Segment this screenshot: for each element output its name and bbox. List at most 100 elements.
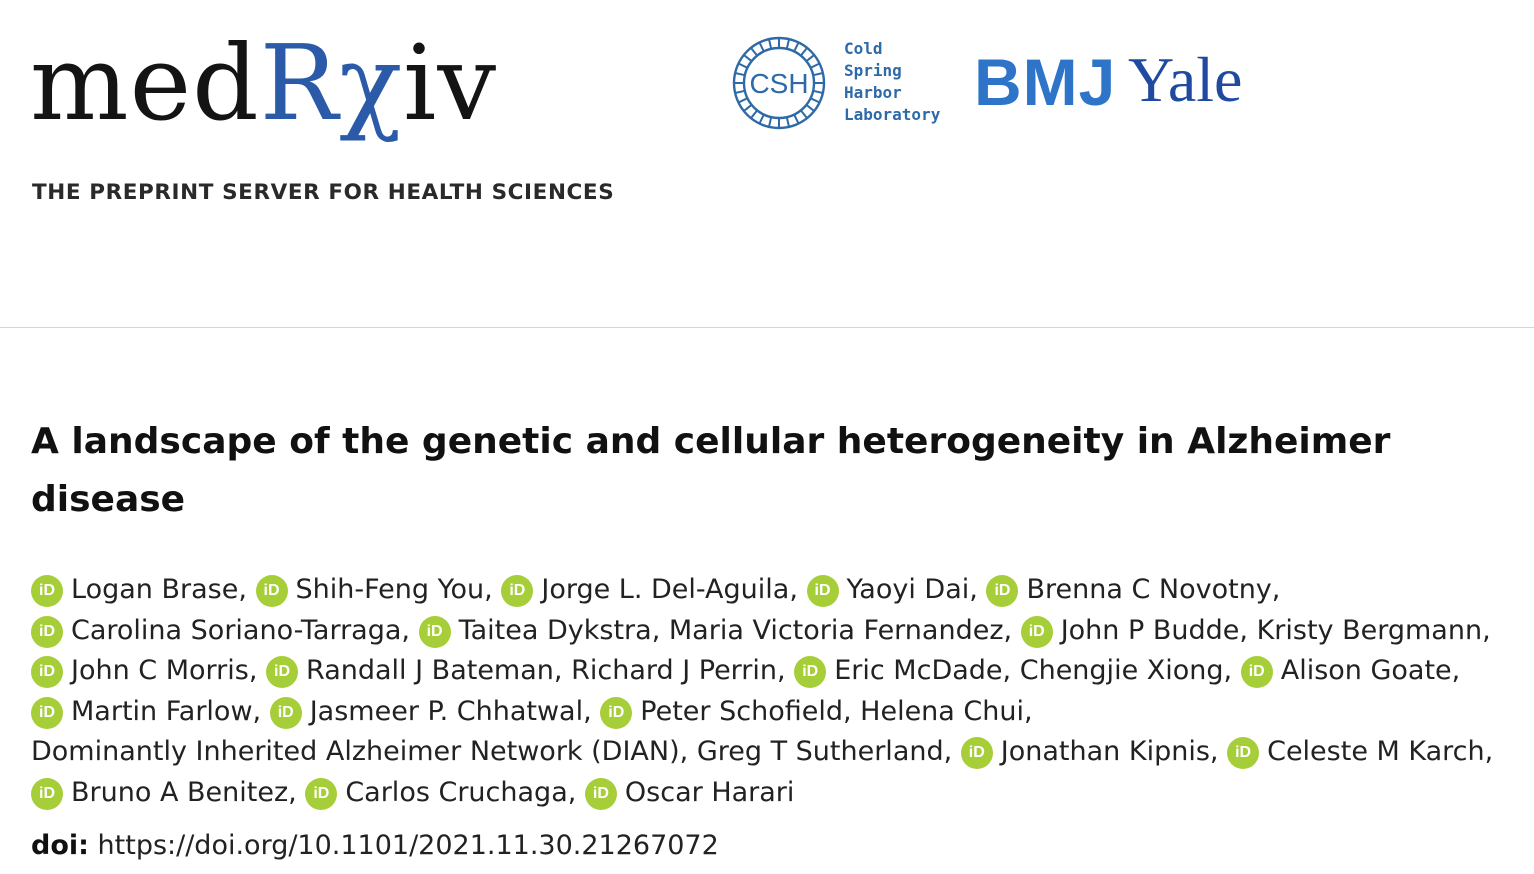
orcid-icon[interactable]: iD [960, 737, 993, 769]
orcid-icon[interactable]: iD [31, 656, 63, 688]
author-name-link[interactable]: Maria Victoria Fernandez [668, 614, 1004, 646]
author-name-link[interactable]: Carolina Soriano-Tarraga [71, 614, 402, 646]
helix-rung [812, 89, 824, 94]
author-item: iD Shih-Feng You, [255, 574, 493, 607]
orcid-icon[interactable]: iD [501, 575, 534, 607]
author-item: iD Bruno A Benitez, [31, 776, 297, 810]
helix-rung [785, 116, 790, 128]
author-item: iD Jasmeer P. Chhatwal, [269, 695, 592, 729]
helix-rung [793, 114, 800, 124]
helix-rung [743, 54, 753, 62]
author-item: Richard J Perrin, [571, 655, 786, 686]
wordmark-med: med [30, 22, 260, 144]
author-name-link[interactable]: Randall J Bateman [306, 655, 554, 686]
helix-rung [805, 104, 815, 112]
orcid-icon[interactable]: iD [418, 615, 451, 648]
author-item: iD Brenna C Novotny, [986, 574, 1280, 607]
author-name-link[interactable]: Shih-Feng You [295, 574, 485, 605]
medrxiv-wordmark[interactable]: medRχiv [30, 18, 497, 148]
author-name-link[interactable]: Peter Schofield [640, 695, 843, 727]
header-divider [0, 327, 1534, 328]
orcid-icon[interactable]: iD [305, 777, 338, 810]
author-item: iD Carlos Cruchaga, [305, 776, 576, 810]
author-name-link[interactable]: Eric McDade [834, 655, 1003, 686]
author-name-link[interactable]: Helena Chui [860, 695, 1025, 727]
author-item: Dominantly Inherited Alzheimer Network (… [31, 736, 689, 767]
csh-name[interactable]: Cold Spring Harbor Laboratory [844, 39, 941, 124]
author-name-link[interactable]: Martin Farlow [71, 695, 253, 727]
orcid-icon[interactable]: iD [794, 656, 827, 688]
orcid-icon[interactable]: iD [584, 777, 617, 810]
yale-logo[interactable]: Yale [1128, 44, 1243, 115]
logo-tagline: THE PREPRINT SERVER FOR HEALTH SCIENCES [32, 180, 615, 205]
orcid-icon[interactable]: iD [600, 696, 633, 729]
author-item: iD Celeste M Karch, [1227, 736, 1493, 769]
helix-rung [758, 42, 765, 52]
author-item: iD Carolina Soriano-Tarraga, [31, 614, 410, 648]
medrxiv-logo[interactable]: medRχiv THE PREPRINT SERVER FOR HEALTH S… [30, 18, 630, 205]
helix-rung [800, 109, 808, 119]
csh-helix-icon[interactable]: CSH [726, 30, 838, 136]
author-item: Chengjie Xiong, [1019, 655, 1233, 686]
helix-rung [800, 47, 808, 57]
helix-rung [812, 72, 824, 77]
author-item: Kristy Bergmann, [1256, 614, 1491, 646]
author-name-link[interactable]: John C Morris [71, 655, 249, 686]
author-item: iD John C Morris, [31, 655, 257, 688]
wordmark-iv: iv [403, 22, 498, 144]
author-name-link[interactable]: Chengjie Xiong [1019, 655, 1224, 686]
author-item: iD Oscar Harari [584, 776, 795, 810]
orcid-icon[interactable]: iD [31, 777, 63, 810]
helix-rung [738, 97, 748, 104]
orcid-icon[interactable]: iD [986, 575, 1019, 607]
author-item: iD Peter Schofield, [600, 695, 852, 729]
author-name-link[interactable]: Richard J Perrin [571, 655, 778, 686]
author-name-link[interactable]: Jasmeer P. Chhatwal [309, 695, 584, 727]
doi-link[interactable]: https://doi.org/10.1101/2021.11.30.21267… [97, 830, 719, 861]
paper-title: A landscape of the genetic and cellular … [31, 421, 1391, 520]
author-name-link[interactable]: Jonathan Kipnis [1000, 736, 1210, 767]
author-name-link[interactable]: John P Budde [1060, 614, 1240, 646]
author-name-link[interactable]: Oscar Harari [624, 776, 795, 808]
author-item: iD Martin Farlow, [31, 695, 261, 729]
author-name-link[interactable]: Kristy Bergmann [1256, 614, 1483, 646]
author-item: iD Jonathan Kipnis, [960, 736, 1219, 769]
author-name-link[interactable]: Dominantly Inherited Alzheimer Network (… [31, 736, 680, 767]
author-name-link[interactable]: Alison Goate [1280, 655, 1452, 686]
wordmark-rx: Rχ [259, 22, 404, 144]
author-item: iD Taitea Dykstra, [418, 614, 660, 648]
author-item: iD Logan Brase, [31, 574, 247, 607]
author-item: iD Jorge L. Del-Aguila, [501, 574, 798, 607]
author-item: Greg T Sutherland, [696, 736, 953, 767]
author-name-link[interactable]: Brenna C Novotny [1026, 574, 1272, 605]
author-name-link[interactable]: Logan Brase [71, 574, 239, 605]
author-item: iD Alison Goate, [1240, 655, 1460, 688]
author-item: iD Yaoyi Dai, [806, 574, 978, 607]
author-name-link[interactable]: Celeste M Karch [1267, 736, 1485, 767]
author-name-link[interactable]: Carlos Cruchaga [345, 776, 568, 808]
author-name-link[interactable]: Jorge L. Del-Aguila [541, 574, 790, 605]
author-name-link[interactable]: Taitea Dykstra [458, 614, 652, 646]
helix-rung [750, 47, 758, 57]
bmj-logo[interactable]: BMJ [974, 45, 1117, 119]
orcid-icon[interactable]: iD [1020, 615, 1053, 648]
author-name-link[interactable]: Bruno A Benitez [71, 776, 289, 808]
orcid-icon[interactable]: iD [269, 696, 302, 729]
doi-label: doi: [31, 830, 89, 861]
author-name-link[interactable]: Yaoyi Dai [846, 574, 970, 605]
orcid-icon[interactable]: iD [1240, 656, 1273, 688]
helix-rung [793, 42, 800, 52]
orcid-icon[interactable]: iD [31, 696, 63, 729]
orcid-icon[interactable]: iD [1227, 737, 1260, 769]
orcid-icon[interactable]: iD [806, 575, 839, 607]
helix-rung [738, 62, 748, 69]
author-name-link[interactable]: Greg T Sutherland [696, 736, 944, 767]
orcid-icon[interactable]: iD [31, 615, 63, 648]
orcid-icon[interactable]: iD [266, 656, 299, 688]
helix-rung [743, 104, 753, 112]
orcid-icon[interactable]: iD [31, 575, 63, 607]
author-item: iD Randall J Bateman, [266, 655, 563, 688]
orcid-icon[interactable]: iD [255, 575, 288, 607]
author-item: Maria Victoria Fernandez, [668, 614, 1013, 646]
author-item: Helena Chui, [860, 695, 1033, 727]
